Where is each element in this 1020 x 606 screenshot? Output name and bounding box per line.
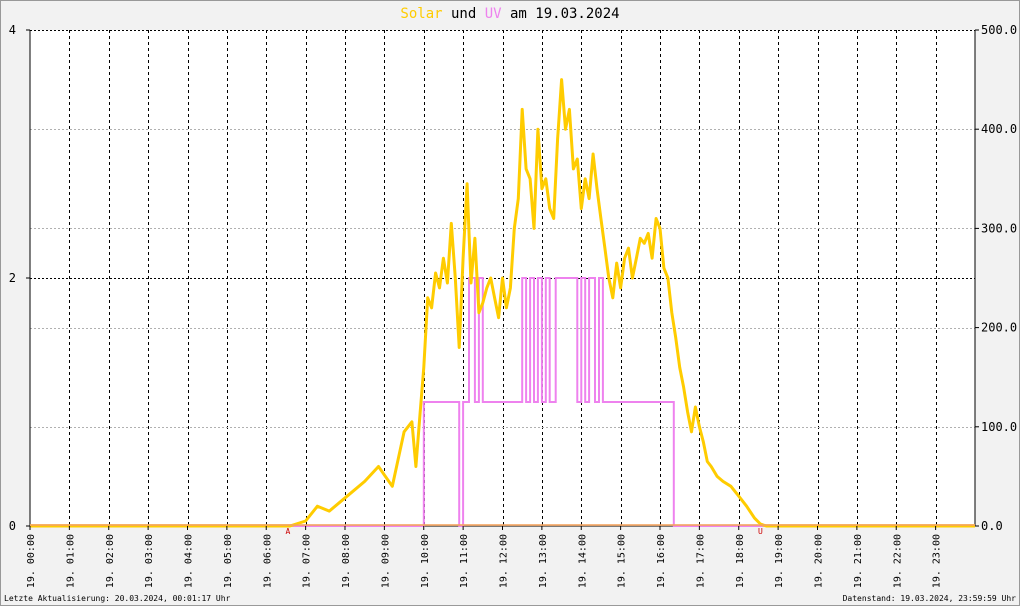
x-tick-label-19: 19. 19:00: [774, 534, 785, 588]
x-tick-label-7: 19. 07:00: [302, 534, 313, 588]
right-tick-label-2: 200.0: [981, 321, 1017, 335]
x-tick-label-14: 19. 14:00: [577, 534, 588, 588]
solar-series-line: [30, 78, 975, 528]
right-tick-label-3: 300.0: [981, 221, 1017, 235]
uv-series-line: [30, 277, 975, 527]
x-tick-label-0: 19. 00:00: [26, 534, 37, 588]
footer-left: Letzte Aktualisierung: 20.03.2024, 00:01…: [4, 594, 231, 603]
x-tick-label-22: 19. 22:00: [892, 534, 903, 588]
series-group: [30, 78, 975, 528]
x-tick-label-10: 19. 10:00: [420, 534, 431, 588]
title-und: und: [443, 6, 485, 22]
x-tick-label-11: 19. 11:00: [459, 534, 470, 588]
x-tick-label-13: 19. 13:00: [538, 534, 549, 588]
x-tick-label-1: 19. 01:00: [65, 534, 76, 588]
x-tick-label-21: 19. 21:00: [853, 534, 864, 588]
footer-right: Datenstand: 19.03.2024, 23:59:59 Uhr: [843, 594, 1017, 603]
x-tick-label-6: 19. 06:00: [262, 534, 273, 588]
right-tick-label-1: 100.0: [981, 420, 1017, 434]
right-axis-ticks: 0.0 100.0 200.0 300.0 400.0 500.0: [975, 23, 1017, 533]
x-tick-label-18: 19. 18:00: [735, 534, 746, 588]
left-tick-label-1: 2: [9, 271, 16, 285]
x-tick-label-17: 19. 17:00: [695, 534, 706, 588]
title-date: am 19.03.2024: [502, 6, 620, 22]
left-tick-label-0: 0: [9, 519, 16, 533]
x-tick-label-15: 19. 15:00: [617, 534, 628, 588]
x-tick-label-2: 19. 02:00: [105, 534, 116, 588]
left-tick-label-2: 4: [9, 23, 16, 37]
x-tick-label-9: 19. 09:00: [380, 534, 391, 588]
x-tick-label-4: 19. 04:00: [184, 534, 195, 588]
marker-label-0: A: [285, 527, 290, 536]
x-axis-ticks: 19. 00:00 19. 01:00 19. 02:00 19. 03:00 19. …: [26, 526, 943, 588]
chart-title: Solar und UV am 19.03.2024: [400, 6, 619, 22]
left-axis-ticks: 0 2 4: [9, 23, 30, 533]
right-tick-label-5: 500.0: [981, 23, 1017, 37]
x-tick-label-3: 19. 03:00: [144, 534, 155, 588]
title-uv: UV: [485, 6, 502, 22]
title-solar: Solar: [400, 6, 442, 22]
x-tick-label-8: 19. 08:00: [341, 534, 352, 588]
x-tick-label-20: 19. 20:00: [814, 534, 825, 588]
x-tick-label-5: 19. 05:00: [223, 534, 234, 588]
x-tick-label-16: 19. 16:00: [656, 534, 667, 588]
marker-label-1: U: [758, 527, 763, 536]
x-tick-label-12: 19. 12:00: [499, 534, 510, 588]
right-tick-label-4: 400.0: [981, 122, 1017, 136]
right-tick-label-0: 0.0: [981, 519, 1003, 533]
x-tick-label-23: 19. 23:00: [932, 534, 943, 588]
